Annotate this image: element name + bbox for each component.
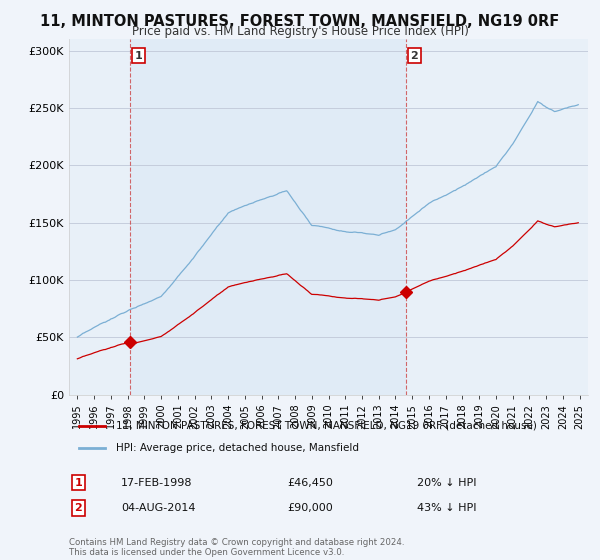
Bar xyxy=(130,39,406,395)
Text: Price paid vs. HM Land Registry's House Price Index (HPI): Price paid vs. HM Land Registry's House … xyxy=(131,25,469,38)
Text: 43% ↓ HPI: 43% ↓ HPI xyxy=(417,503,476,513)
Text: £90,000: £90,000 xyxy=(287,503,333,513)
Text: Contains HM Land Registry data © Crown copyright and database right 2024.
This d: Contains HM Land Registry data © Crown c… xyxy=(69,538,404,557)
Text: 17-FEB-1998: 17-FEB-1998 xyxy=(121,478,193,488)
Text: £46,450: £46,450 xyxy=(287,478,333,488)
Text: 2: 2 xyxy=(74,503,82,513)
Text: HPI: Average price, detached house, Mansfield: HPI: Average price, detached house, Mans… xyxy=(116,443,359,453)
Text: 1: 1 xyxy=(134,50,142,60)
Text: 20% ↓ HPI: 20% ↓ HPI xyxy=(417,478,476,488)
Text: 04-AUG-2014: 04-AUG-2014 xyxy=(121,503,196,513)
Text: 11, MINTON PASTURES, FOREST TOWN, MANSFIELD, NG19 0RF: 11, MINTON PASTURES, FOREST TOWN, MANSFI… xyxy=(40,14,560,29)
Text: 2: 2 xyxy=(410,50,418,60)
Text: 1: 1 xyxy=(74,478,82,488)
Text: 11, MINTON PASTURES, FOREST TOWN, MANSFIELD, NG19 0RF (detached house): 11, MINTON PASTURES, FOREST TOWN, MANSFI… xyxy=(116,421,536,431)
